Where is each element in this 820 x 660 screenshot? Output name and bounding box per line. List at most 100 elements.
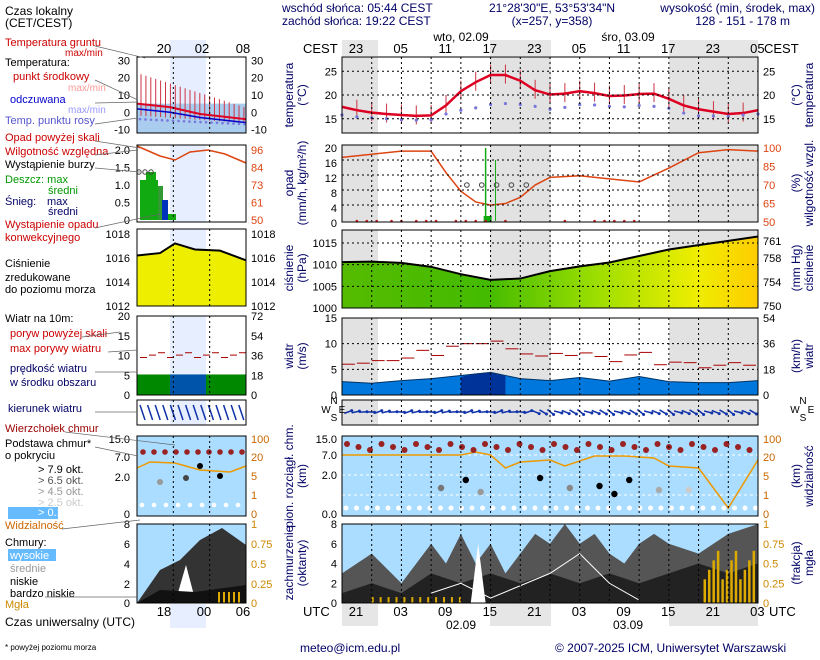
legend-cloud-top bbox=[239, 449, 245, 455]
fog-bar bbox=[427, 597, 430, 603]
visibility-line bbox=[342, 451, 759, 510]
cloud-base-mark bbox=[626, 476, 633, 484]
legend-pressure-text: do poziomu morza bbox=[5, 284, 96, 296]
legend-leader bbox=[94, 117, 139, 125]
elevation-title: wysokość (min, środek, max) bbox=[659, 1, 815, 15]
legend-utc-hour: 18 bbox=[157, 604, 171, 619]
cloud-base-low bbox=[658, 505, 664, 511]
cloud-base-low bbox=[459, 505, 464, 511]
legend-precip-text: średni bbox=[48, 206, 78, 218]
precip-tick: 20 bbox=[325, 143, 337, 155]
legend-rain bbox=[168, 214, 176, 220]
fog-bar bbox=[443, 597, 446, 603]
legend-wind-arrow bbox=[146, 404, 154, 421]
fog-axis-title: mgła bbox=[802, 550, 816, 576]
clouds-tick: 6 bbox=[331, 539, 337, 551]
legend-temp-tick: 10 bbox=[118, 90, 130, 102]
legend-cloudbase-text: > 0.1 okt. bbox=[38, 507, 84, 519]
cloud-base-mark bbox=[477, 488, 484, 496]
humidity-tick: 70 bbox=[763, 180, 775, 192]
compass-letter: S bbox=[800, 413, 807, 424]
clouds-tick: 4 bbox=[331, 559, 337, 571]
legend-wind-tick: 18 bbox=[251, 370, 263, 382]
legend-precip-text: Wystąpienie burzy bbox=[5, 159, 95, 171]
pressure-area bbox=[342, 236, 758, 308]
legend-wind-arrow bbox=[207, 404, 215, 421]
legend-dew bbox=[237, 122, 241, 126]
legend-cloudbase-text: Wierzchołek chmur bbox=[5, 423, 99, 435]
cloud-base-low bbox=[606, 505, 611, 511]
local-hour: 05 bbox=[750, 41, 764, 56]
local-hour: 17 bbox=[483, 41, 497, 56]
legend-clouds-text: Chmury: bbox=[5, 537, 47, 549]
cloud-base-low bbox=[522, 505, 527, 511]
wind-arrow-head bbox=[642, 413, 646, 417]
precip-axis-title: (mm/h, kg/m²/h) bbox=[295, 141, 309, 226]
legend-wind-arrow bbox=[162, 404, 169, 421]
utc-hour: 09 bbox=[438, 604, 452, 619]
fog-bar bbox=[725, 569, 729, 603]
legend-high-bg bbox=[8, 549, 56, 561]
wind-arrow-head bbox=[537, 412, 541, 416]
fog-bar bbox=[419, 597, 422, 603]
cloud-base-low bbox=[690, 505, 695, 511]
legend-visibility-tick: 5 bbox=[251, 471, 257, 483]
legend-cloud-base-low bbox=[235, 502, 241, 508]
legend-temp-text: max/min bbox=[68, 83, 106, 94]
cloud-top-mark bbox=[620, 441, 626, 447]
legend-precip-text: Wilgotność względna bbox=[5, 146, 109, 158]
legend-cloud-base-low bbox=[199, 502, 205, 508]
wind-arrow-head bbox=[590, 411, 594, 415]
dew-point bbox=[459, 108, 463, 112]
legend-temp-line bbox=[136, 102, 247, 121]
cloudbase-axis-title: pion. rozciągł. chm. bbox=[282, 424, 296, 527]
cloud-base-mark bbox=[536, 474, 544, 482]
legend-clouds-tick: 6 bbox=[124, 539, 130, 551]
legend-cloud-top bbox=[206, 449, 212, 455]
legend-cloudbase-bg bbox=[137, 436, 246, 516]
utc-right: UTC bbox=[769, 604, 796, 619]
dew-point bbox=[652, 104, 656, 108]
precip-tick: 12 bbox=[325, 173, 337, 185]
wind-arrow-head bbox=[680, 411, 684, 415]
utc-hour: 03 bbox=[750, 604, 764, 619]
legend-dew bbox=[193, 120, 197, 124]
cloud-vlow-line bbox=[430, 552, 640, 601]
legend-panel-frame bbox=[136, 56, 247, 134]
fog-bar bbox=[721, 579, 724, 603]
legend-temp-tick: 20 bbox=[118, 73, 130, 85]
legend-cloudbase-text: > 7.9 okt. bbox=[38, 464, 84, 476]
pressure-tick: 1000 bbox=[313, 303, 337, 315]
cloud-top-mark bbox=[551, 441, 557, 447]
humidity-tick: 85 bbox=[763, 162, 775, 174]
legend-cloud-base-low bbox=[151, 502, 157, 508]
legend-pressure-area bbox=[137, 243, 246, 306]
legend-humidity bbox=[136, 145, 247, 164]
legend-local-hour: 08 bbox=[236, 41, 250, 56]
compass-letter: N bbox=[799, 396, 806, 407]
wind-arrow-head bbox=[702, 413, 706, 417]
legend-fog-bar bbox=[218, 592, 220, 603]
legend-dew bbox=[144, 118, 147, 121]
pressure-tick: 1010 bbox=[313, 260, 337, 272]
wind-arrow-head bbox=[604, 412, 608, 416]
legend-thunder bbox=[148, 169, 154, 175]
cloud-base-low bbox=[364, 505, 370, 511]
temp-axis-title-right: temperatura bbox=[802, 62, 816, 127]
wind-arrow-head bbox=[747, 412, 751, 416]
visibility-axis-title: widzialność bbox=[802, 445, 816, 507]
utc-hour: 15 bbox=[483, 604, 497, 619]
legend-temp-text: Temperatura: bbox=[5, 57, 70, 69]
legend-pressure-tick: 1012 bbox=[106, 301, 130, 313]
legend-fog-bar bbox=[233, 592, 235, 603]
fog-bar bbox=[752, 550, 756, 603]
dew-point bbox=[711, 114, 716, 118]
cloud-base-low bbox=[375, 505, 380, 511]
legend-temp-tick: 10 bbox=[251, 90, 263, 102]
wind-line bbox=[341, 371, 759, 384]
legend-temp-text: punkt środkowy bbox=[13, 71, 90, 83]
legend-temp-tick: 20 bbox=[251, 73, 263, 85]
legend-cloud-top bbox=[195, 449, 201, 455]
